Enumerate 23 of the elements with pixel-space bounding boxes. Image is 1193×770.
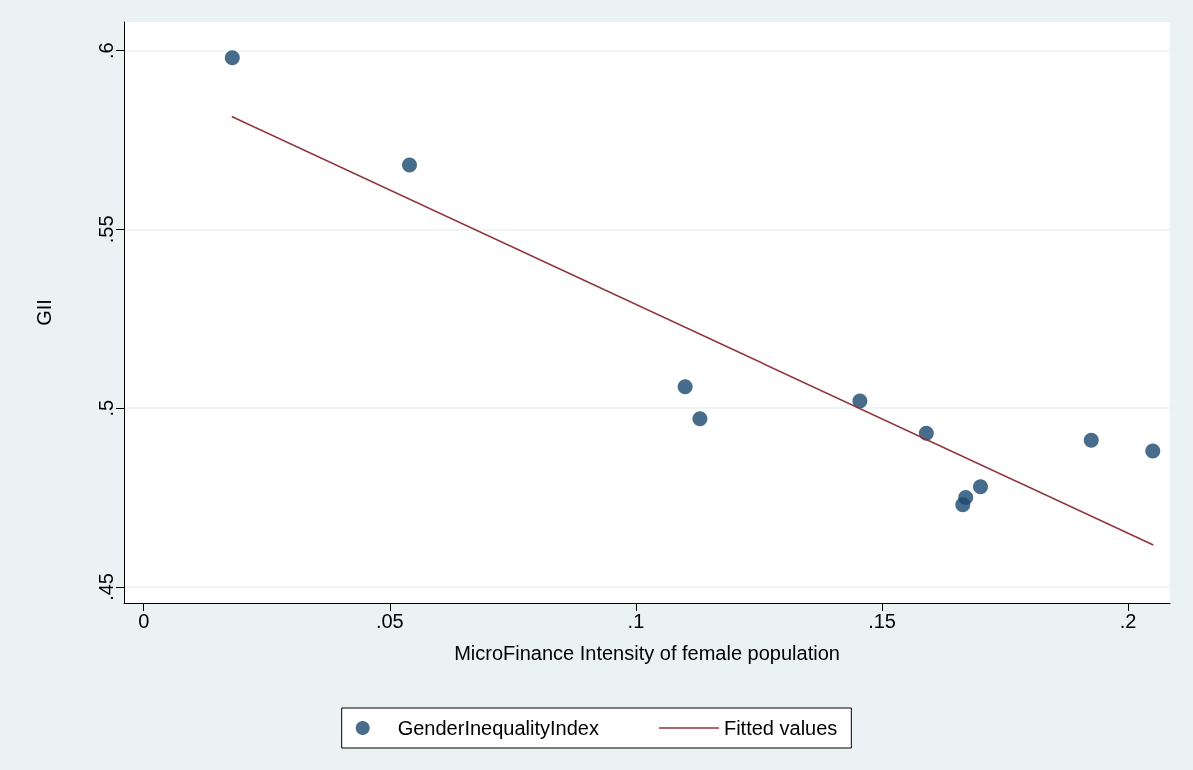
x-tick-label: .05: [375, 610, 404, 632]
point: [402, 157, 417, 173]
y-tick-label: .45: [95, 573, 117, 601]
x-tick-label: .1: [627, 610, 645, 632]
point: [692, 411, 708, 427]
point: [1145, 443, 1161, 459]
point: [224, 50, 240, 66]
x-tick-label: .15: [868, 610, 896, 632]
legend-label: GenderInequalityIndex: [397, 717, 599, 739]
x-tick-label: 0: [138, 610, 150, 632]
y-tick-label: .55: [95, 215, 117, 244]
y-tick-label: .5: [95, 399, 117, 417]
y-axis-title: GII: [33, 299, 55, 326]
point: [918, 425, 934, 441]
point: [1083, 432, 1099, 448]
legend-label: Fitted values: [723, 717, 838, 739]
x-axis-title: MicroFinance Intensity of female population: [454, 642, 840, 664]
point: [973, 479, 988, 495]
point: [852, 393, 868, 409]
x-tick-label: .2: [1119, 610, 1137, 632]
point: [958, 490, 974, 506]
point: [677, 379, 693, 395]
y-tick-label: .6: [95, 42, 117, 59]
